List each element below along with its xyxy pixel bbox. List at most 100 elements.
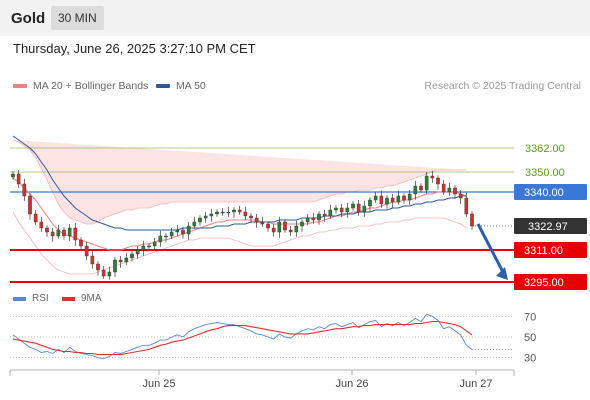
candle-body — [407, 193, 412, 201]
level-label-2: 3340.00 — [524, 187, 564, 199]
candle-body — [453, 187, 457, 195]
level-label-0: 3362.00 — [525, 143, 565, 155]
forecast-arrow-head — [496, 267, 508, 280]
candle-body — [385, 197, 389, 205]
ma50-line — [12, 135, 467, 231]
candle-body — [67, 227, 72, 237]
candle-body — [147, 245, 151, 248]
candle-body — [464, 197, 469, 215]
level-tag-3 — [514, 242, 587, 258]
candle-body — [28, 195, 32, 215]
legend-swatch-bollinger — [13, 84, 27, 88]
candle-body — [11, 173, 15, 178]
candle-body — [311, 217, 316, 221]
level-label-3: 3311.00 — [524, 245, 563, 257]
legend-item-ma50: MA 50 — [156, 80, 206, 92]
candle-body — [356, 203, 361, 213]
level-label-4: 3295.00 — [524, 277, 564, 289]
moving-averages — [12, 135, 467, 251]
candle-body — [458, 193, 463, 199]
candle-body — [430, 175, 435, 179]
candle-body — [50, 231, 55, 237]
candle-body — [379, 195, 384, 205]
candle-body — [271, 227, 276, 233]
candle-body — [441, 183, 446, 193]
ma9-legend-label: 9MA — [81, 293, 102, 304]
bollinger-band-fill — [13, 140, 467, 224]
candle-body — [470, 213, 474, 227]
last-price-label: 3322.97 — [528, 221, 568, 233]
candle-body — [181, 229, 185, 235]
candle-body — [351, 203, 355, 209]
candle-body — [220, 211, 225, 214]
ma9-legend-swatch — [62, 296, 75, 301]
candle-body — [186, 225, 191, 235]
candle-body — [436, 177, 440, 185]
candle-body — [243, 211, 248, 217]
candlesticks — [11, 170, 474, 280]
candle-body — [152, 241, 157, 247]
candle-body — [96, 263, 100, 271]
candle-body — [254, 217, 259, 223]
candle-body — [396, 195, 401, 203]
rsi-legend-item-9ma: 9MA — [62, 293, 102, 304]
level-label-1: 3350.00 — [525, 167, 565, 179]
rsi-ma-line — [12, 320, 473, 356]
candle-body — [345, 207, 350, 213]
candle-body — [79, 239, 83, 247]
rsi-legend-item-rsi: RSI — [13, 293, 49, 304]
candle-body — [16, 173, 21, 185]
candle-body — [237, 209, 242, 213]
instrument-title: Gold — [11, 10, 46, 27]
candle-body — [107, 271, 112, 277]
candle-body — [90, 255, 95, 265]
candle-body — [135, 249, 140, 255]
candle-body — [226, 211, 231, 214]
last-price-tag — [514, 218, 587, 234]
candle-body — [334, 207, 338, 211]
candle-body — [169, 231, 174, 237]
rsi-tick-label-2: 30 — [524, 353, 536, 365]
level-tag-2 — [514, 184, 587, 200]
candle-body — [101, 269, 106, 277]
candle-body — [56, 229, 61, 237]
candle-body — [164, 235, 168, 238]
price-labels: 3362.00 3350.00 3340.00 3311.00 3295.00 3322.… — [514, 143, 587, 290]
research-credit: Research © 2025 Trading Central — [424, 80, 581, 92]
candle-body — [368, 199, 372, 207]
time-tick-label-1: Jun 26 — [335, 378, 368, 390]
candle-body — [249, 215, 253, 219]
candle-body — [124, 257, 129, 263]
candle-body — [39, 221, 44, 229]
candle-body — [373, 195, 378, 201]
candle-body — [419, 185, 423, 191]
candle-body — [130, 253, 134, 259]
rsi-panel: 70 50 30 — [10, 311, 536, 365]
bollinger-bands — [12, 139, 467, 275]
candle-body — [447, 187, 452, 193]
candle-body — [283, 221, 287, 231]
candle-body — [300, 221, 304, 227]
forecast-arrow-shaft — [476, 223, 506, 275]
candle-body — [288, 229, 293, 233]
legend-swatch-ma50 — [156, 84, 170, 88]
rsi-line — [12, 313, 473, 360]
rsi-tick-label-0: 70 — [524, 311, 536, 323]
candle-body — [113, 259, 117, 273]
level-tag-4 — [514, 274, 587, 290]
candle-body — [362, 205, 367, 213]
time-axis: Jun 25 Jun 26 Jun 27 — [9, 369, 515, 390]
rsi-tick-label-1: 50 — [524, 332, 536, 344]
candle-body — [45, 227, 49, 233]
timeframe-button[interactable]: 30 MIN — [51, 6, 104, 30]
legend-item-bollinger: MA 20 + Bollinger Bands — [13, 80, 148, 92]
bollinger-lower-line — [12, 211, 467, 275]
candle-body — [322, 213, 327, 217]
candle-body — [175, 229, 180, 233]
legend-label-ma50: MA 50 — [176, 80, 206, 92]
candle-body — [84, 245, 89, 257]
candle-body — [402, 195, 406, 201]
candle-body — [294, 225, 299, 233]
candle-body — [413, 185, 418, 195]
